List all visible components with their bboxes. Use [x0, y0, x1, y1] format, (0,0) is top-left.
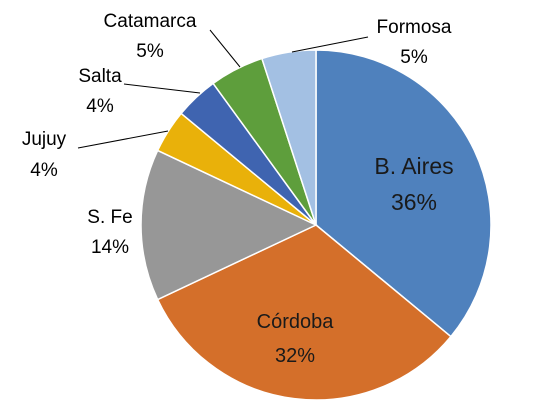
slice-percent-s-fe: 14% — [91, 237, 129, 258]
slice-label-cordoba: Córdoba — [257, 311, 335, 333]
leader-line-catamarca — [209, 29, 241, 68]
leader-line-formosa — [291, 36, 369, 53]
slice-percent-salta: 4% — [86, 96, 114, 117]
slice-percent-formosa: 5% — [400, 47, 428, 68]
slice-percent-catamarca: 5% — [136, 41, 164, 62]
slice-percent-jujuy: 4% — [30, 160, 58, 181]
slice-label-s-fe: S. Fe — [87, 207, 132, 228]
slice-label-salta: Salta — [78, 66, 122, 87]
slice-label-catamarca: Catamarca — [104, 11, 197, 32]
leader-lines-layer — [77, 29, 369, 149]
slice-label-formosa: Formosa — [377, 17, 452, 38]
slice-percent-b-aires: 36% — [391, 189, 437, 215]
slice-label-b-aires: B. Aires — [374, 153, 453, 179]
slice-label-jujuy: Jujuy — [22, 129, 67, 150]
leader-line-jujuy — [77, 130, 169, 149]
pie-slice-cordoba — [156, 224, 452, 401]
pie-slice-b-aires — [315, 49, 492, 338]
labels-layer: B. Aires 36% Córdoba 32% S. Fe 14% Jujuy 4% Salt… — [22, 11, 454, 367]
slice-percent-cordoba: 32% — [275, 345, 315, 367]
leader-line-salta — [123, 83, 201, 94]
pie-slice-formosa — [260, 49, 317, 226]
pie-slice-s-fe — [140, 149, 318, 301]
slices-layer — [140, 49, 492, 401]
